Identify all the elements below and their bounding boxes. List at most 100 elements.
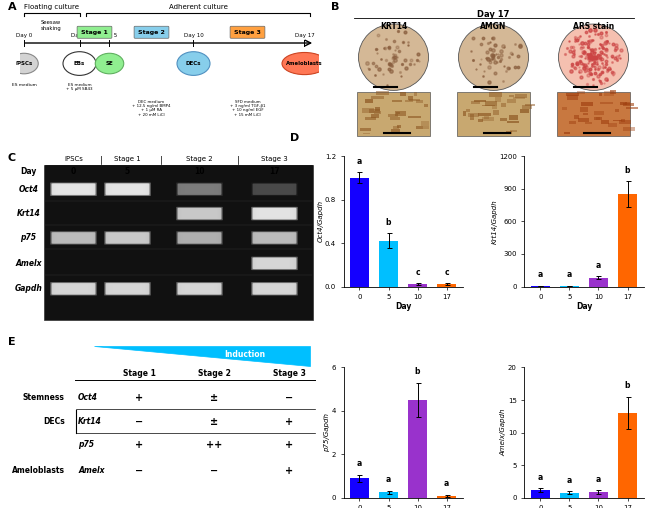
- FancyBboxPatch shape: [255, 233, 294, 243]
- FancyBboxPatch shape: [50, 231, 98, 245]
- Bar: [421, 121, 428, 126]
- FancyBboxPatch shape: [257, 233, 292, 242]
- Bar: [423, 125, 428, 130]
- Bar: [567, 96, 578, 100]
- Bar: [531, 286, 550, 287]
- FancyBboxPatch shape: [179, 233, 219, 243]
- FancyBboxPatch shape: [112, 285, 142, 293]
- Text: AMGN: AMGN: [480, 22, 507, 31]
- Text: Day 5: Day 5: [101, 33, 118, 38]
- Bar: [363, 108, 374, 113]
- Bar: [478, 119, 483, 122]
- Bar: [522, 106, 532, 109]
- FancyBboxPatch shape: [252, 207, 296, 220]
- Ellipse shape: [10, 53, 38, 74]
- Text: a: a: [357, 460, 362, 468]
- Text: DEC medium
+ 12.5 ng/ml BMP4
+ 1 μM RA
+ 20 mM LiCl: DEC medium + 12.5 ng/ml BMP4 + 1 μM RA +…: [132, 100, 171, 117]
- Text: 5: 5: [125, 167, 130, 176]
- Bar: [574, 115, 578, 119]
- FancyBboxPatch shape: [134, 26, 169, 38]
- Text: Stage 2: Stage 2: [186, 156, 213, 163]
- FancyBboxPatch shape: [251, 182, 298, 196]
- FancyBboxPatch shape: [254, 183, 296, 195]
- FancyBboxPatch shape: [104, 231, 151, 245]
- Bar: [369, 109, 380, 113]
- Bar: [610, 90, 616, 94]
- Bar: [615, 109, 619, 112]
- FancyBboxPatch shape: [251, 231, 298, 245]
- FancyBboxPatch shape: [251, 182, 298, 196]
- Bar: [391, 117, 400, 120]
- Text: Day 2: Day 2: [72, 33, 88, 38]
- Text: SE: SE: [105, 61, 113, 66]
- Text: KRT14: KRT14: [380, 22, 407, 31]
- FancyBboxPatch shape: [58, 234, 88, 242]
- Bar: [508, 99, 516, 103]
- Text: a: a: [538, 472, 543, 482]
- Bar: [515, 94, 527, 98]
- Text: B: B: [332, 3, 340, 12]
- Text: a: a: [386, 475, 391, 484]
- Bar: [416, 126, 422, 129]
- FancyBboxPatch shape: [255, 258, 294, 269]
- FancyBboxPatch shape: [181, 209, 218, 218]
- FancyBboxPatch shape: [181, 284, 218, 294]
- Text: Oct4: Oct4: [19, 185, 38, 194]
- Text: Oct4: Oct4: [78, 393, 98, 402]
- Bar: [621, 119, 625, 122]
- Bar: [557, 92, 630, 136]
- FancyBboxPatch shape: [58, 285, 88, 293]
- Bar: [583, 113, 588, 115]
- FancyBboxPatch shape: [185, 234, 215, 242]
- FancyBboxPatch shape: [54, 283, 94, 294]
- Text: EBs: EBs: [74, 61, 85, 66]
- Bar: [581, 102, 593, 106]
- FancyBboxPatch shape: [104, 282, 151, 296]
- FancyBboxPatch shape: [177, 282, 222, 295]
- Bar: [626, 107, 638, 109]
- Bar: [531, 490, 550, 498]
- FancyBboxPatch shape: [176, 231, 223, 245]
- Text: Ameloblasts: Ameloblasts: [12, 466, 64, 475]
- FancyBboxPatch shape: [105, 283, 150, 295]
- Bar: [408, 115, 421, 118]
- Text: Day 0: Day 0: [16, 33, 32, 38]
- FancyBboxPatch shape: [179, 183, 220, 195]
- FancyBboxPatch shape: [51, 183, 96, 196]
- Text: −: −: [211, 466, 218, 475]
- FancyBboxPatch shape: [177, 208, 222, 219]
- Bar: [457, 92, 530, 136]
- FancyBboxPatch shape: [51, 282, 96, 295]
- Bar: [350, 478, 369, 498]
- FancyBboxPatch shape: [55, 233, 92, 243]
- Bar: [360, 128, 370, 131]
- Text: E: E: [8, 337, 15, 347]
- Text: A: A: [8, 3, 16, 12]
- Bar: [406, 100, 413, 102]
- Bar: [623, 103, 634, 106]
- Bar: [408, 400, 427, 498]
- FancyBboxPatch shape: [258, 259, 291, 267]
- FancyBboxPatch shape: [254, 258, 296, 269]
- FancyBboxPatch shape: [179, 283, 220, 295]
- Bar: [489, 92, 502, 97]
- FancyBboxPatch shape: [179, 208, 220, 219]
- X-axis label: Day: Day: [395, 302, 411, 310]
- FancyBboxPatch shape: [251, 257, 298, 270]
- Bar: [466, 109, 471, 112]
- FancyBboxPatch shape: [182, 185, 217, 194]
- Bar: [482, 117, 494, 121]
- Bar: [491, 107, 497, 109]
- Bar: [608, 123, 617, 128]
- Bar: [375, 107, 380, 111]
- Text: c: c: [444, 268, 449, 277]
- Bar: [392, 100, 402, 102]
- FancyBboxPatch shape: [255, 283, 294, 294]
- FancyBboxPatch shape: [257, 284, 292, 293]
- FancyBboxPatch shape: [107, 183, 148, 195]
- Bar: [486, 101, 497, 106]
- FancyBboxPatch shape: [253, 232, 296, 243]
- Bar: [578, 118, 590, 122]
- Text: +: +: [285, 440, 294, 450]
- Text: Day: Day: [20, 167, 36, 176]
